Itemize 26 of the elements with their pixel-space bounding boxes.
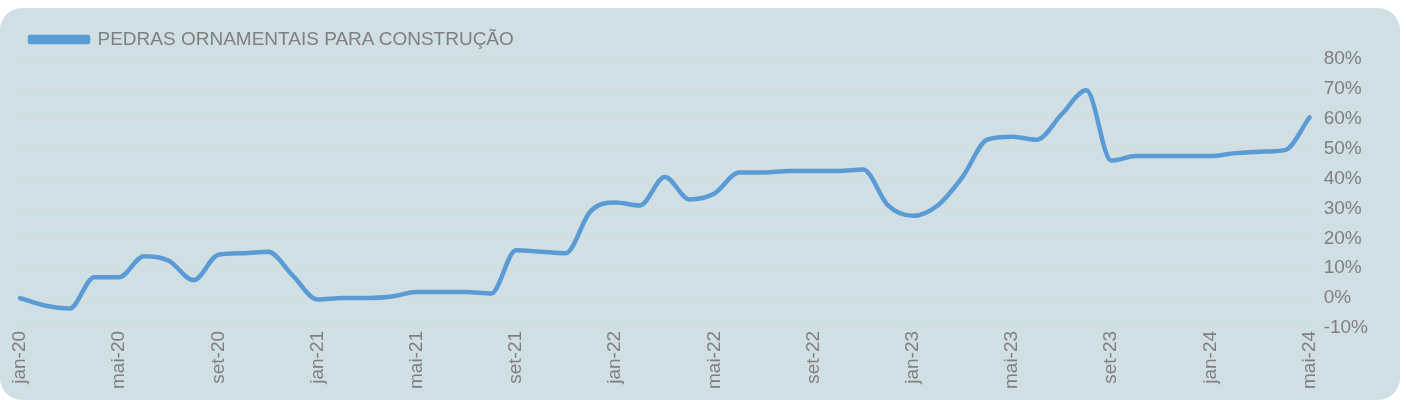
x-tick-label: jan-20 — [8, 330, 30, 385]
y-tick-label: 0% — [1323, 286, 1352, 308]
x-tick-label: set-21 — [504, 330, 526, 384]
x-tick-label: jan-21 — [305, 330, 327, 385]
y-tick-label: 50% — [1323, 136, 1362, 158]
x-tick-label: jan-24 — [1198, 330, 1220, 385]
y-tick-label: 20% — [1323, 226, 1362, 248]
x-tick-label: mai-23 — [1000, 330, 1022, 389]
y-tick-label: 40% — [1323, 166, 1362, 188]
x-tick-label: mai-20 — [107, 330, 129, 389]
y-tick-label: 80% — [1323, 47, 1362, 69]
x-tick-label: jan-22 — [603, 330, 625, 385]
line-series — [17, 88, 1312, 311]
x-tick-label: jan-23 — [901, 330, 923, 385]
y-tick-label: 60% — [1323, 107, 1362, 128]
y-tick-label: 30% — [1323, 196, 1362, 218]
y-tick-label: 10% — [1323, 256, 1362, 278]
legend-label: PEDRAS ORNAMENTAIS PARA CONSTRUÇÃO — [97, 27, 514, 49]
x-tick-label: mai-21 — [405, 330, 427, 389]
x-tick-label: set-23 — [1099, 330, 1121, 384]
y-tick-label: -10% — [1323, 316, 1369, 338]
x-tick-label: mai-22 — [702, 330, 724, 389]
x-tick-label: mai-24 — [1297, 330, 1319, 389]
x-tick-label: set-20 — [206, 330, 228, 384]
x-tick-label: set-22 — [801, 330, 823, 384]
y-tick-label: 70% — [1323, 77, 1362, 99]
